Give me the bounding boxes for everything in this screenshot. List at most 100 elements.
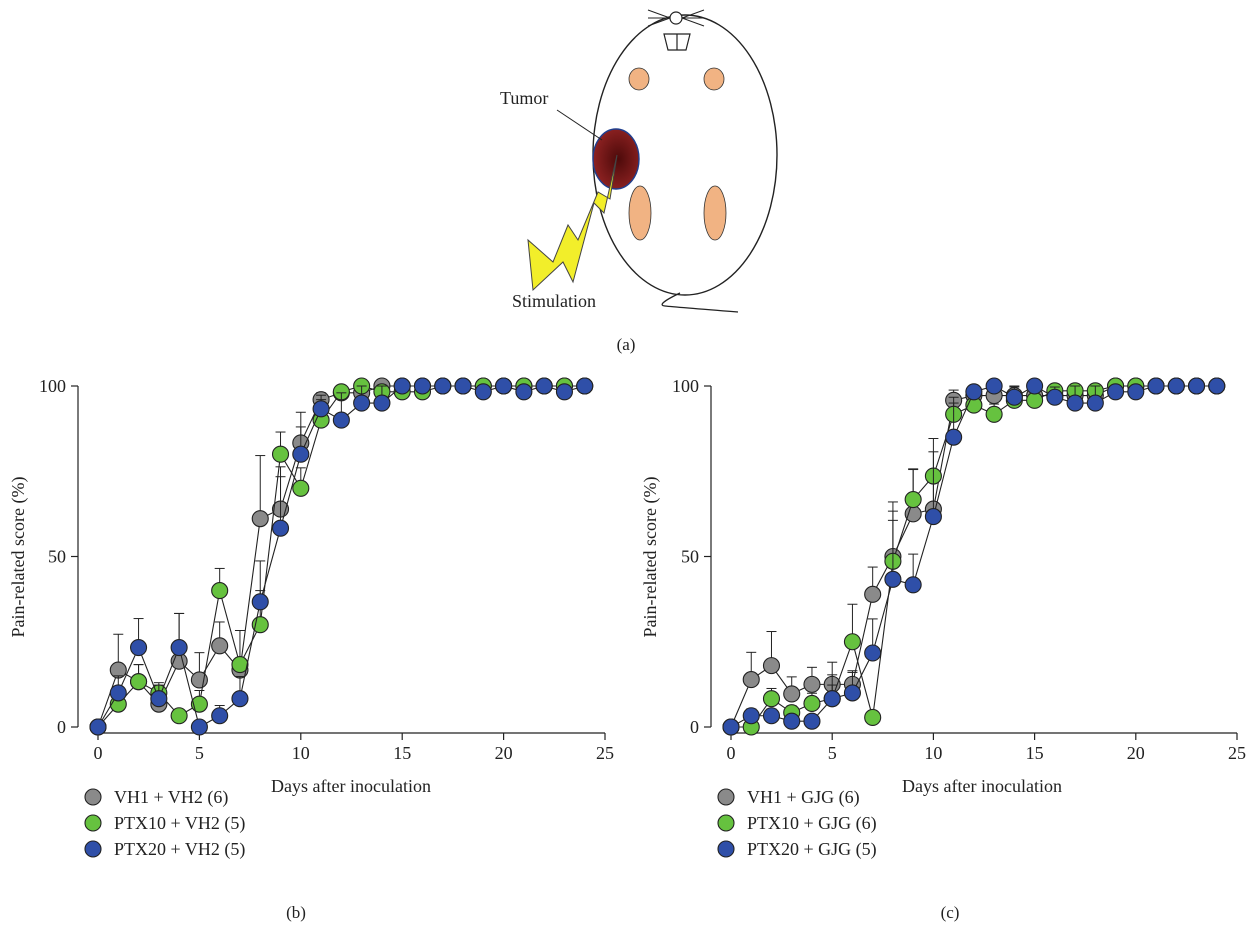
teeth xyxy=(663,33,691,51)
chart-c-data-point xyxy=(762,657,781,675)
hind-paw-right xyxy=(703,185,727,241)
chart-b-data-point xyxy=(190,695,208,713)
chart-c-data-point xyxy=(864,644,882,662)
chart-c-data-point xyxy=(1208,377,1226,395)
chart-b-data-point xyxy=(555,383,573,401)
chart-b-x-tick-label: 15 xyxy=(393,743,411,763)
chart-c-marks xyxy=(722,377,1226,736)
chart-c-data-point xyxy=(843,633,861,651)
chart-b-panel-label: (b) xyxy=(286,903,306,922)
chart-b-data-point xyxy=(515,383,533,401)
chart-b-data-point xyxy=(89,718,107,736)
chart-b-data-point xyxy=(413,377,432,395)
chart-c-data-point xyxy=(1127,383,1145,401)
chart-c-data-point xyxy=(762,690,781,708)
chart-c-data-point xyxy=(1147,377,1165,395)
chart-c-data-point xyxy=(762,707,781,725)
chart-c-data-point xyxy=(803,694,821,713)
chart-b-data-point xyxy=(393,377,411,395)
chart-c-data-point xyxy=(803,712,821,730)
chart-c-axes: 0 5 10 15 20 25 0 50 100 xyxy=(672,376,1246,763)
chart-b-series-line xyxy=(97,385,585,728)
chart-b-legend-label: PTX10 + VH2 (5) xyxy=(114,813,245,834)
chart-c-y-tick-label: 100 xyxy=(672,376,699,396)
chart-c-series-line xyxy=(731,385,1217,728)
chart-c-series-line xyxy=(730,385,1217,728)
chart-c-data-point xyxy=(965,383,983,401)
chart-c-data-point xyxy=(884,570,902,588)
chart-b-x-tick-label: 25 xyxy=(596,743,614,763)
chart-b-data-point xyxy=(251,593,269,611)
chart-c-x-tick-label: 10 xyxy=(924,743,942,763)
chart-c-data-point xyxy=(1107,383,1125,401)
chart-b-x-tick-label: 0 xyxy=(94,743,103,763)
chart-b-data-point xyxy=(211,637,229,655)
chart-c-data-point xyxy=(823,690,841,708)
chart-c-data-point xyxy=(1026,391,1044,409)
chart-b-xlabel: Days after inoculation xyxy=(271,776,431,796)
chart-b-data-point xyxy=(495,377,513,395)
chart-c-data-point xyxy=(904,505,922,523)
chart-c-series-2 xyxy=(722,377,1226,736)
chart-c-series-line xyxy=(730,385,1217,728)
chart-c-data-point xyxy=(864,708,882,727)
chart-c-x-tick-label: 5 xyxy=(828,743,837,763)
hind-paw-left xyxy=(628,185,652,241)
chart-c-data-point xyxy=(1187,377,1206,395)
front-paw-right xyxy=(703,67,725,91)
chart-c-data-point xyxy=(1046,388,1064,406)
chart-b-data-point xyxy=(130,673,148,691)
chart-c-x-tick-label: 0 xyxy=(727,743,736,763)
chart-c-data-point xyxy=(1005,388,1023,406)
chart-c-series-1 xyxy=(722,377,1226,736)
chart-b-legend-label: PTX20 + VH2 (5) xyxy=(114,839,245,860)
chart-c-data-point xyxy=(803,675,821,693)
chart-c-ylabel: Pain-related score (%) xyxy=(640,477,661,638)
chart-b-data-point xyxy=(190,718,208,736)
chart-b-legend-label: VH1 + VH2 (6) xyxy=(114,787,228,808)
chart-c-legend-marker xyxy=(717,814,735,832)
chart-b-series-line xyxy=(97,385,585,728)
stimulation-label: Stimulation xyxy=(512,291,596,311)
chart-b-data-point xyxy=(292,445,310,463)
chart-c-panel-label: (c) xyxy=(941,903,960,922)
chart-c-series-0 xyxy=(722,377,1226,736)
chart-c-legend-marker xyxy=(717,840,735,858)
chart-b-data-point xyxy=(150,690,168,708)
chart-c-data-point xyxy=(783,712,801,730)
chart-c-legend-marker xyxy=(717,788,735,806)
mouse-diagram: Tumor Stimulation (a) xyxy=(500,9,778,354)
chart-b-legend-marker xyxy=(84,840,102,858)
chart-c-data-point xyxy=(924,508,942,526)
chart-b-data-point xyxy=(271,519,290,537)
chart-b-data-point xyxy=(211,707,229,725)
chart-b-data-point xyxy=(211,582,229,600)
chart-c-data-point xyxy=(1167,377,1185,395)
chart-b-axes: 0 5 10 15 20 25 0 50 100 xyxy=(39,376,614,763)
chart-c-data-point xyxy=(742,707,760,725)
chart-b-series-line xyxy=(97,385,585,728)
lightning-bolt-icon xyxy=(527,154,618,292)
chart-c-legend-label: PTX10 + GJG (6) xyxy=(747,813,877,834)
chart-c-data-point xyxy=(904,576,922,594)
chart-c-data-point xyxy=(742,671,760,689)
chart-b-x-tick-label: 10 xyxy=(292,743,310,763)
chart-c-data-point xyxy=(1086,394,1104,412)
chart-b-legend-marker xyxy=(84,788,102,806)
mouse-tail xyxy=(661,292,739,313)
chart-c-data-point xyxy=(904,491,922,509)
chart-b-data-point xyxy=(373,394,391,412)
chart-c-legend-label: VH1 + GJG (6) xyxy=(747,787,860,808)
chart-b-marks xyxy=(89,377,594,736)
chart-b-data-point xyxy=(332,411,350,429)
chart-c-legend-label: PTX20 + GJG (5) xyxy=(747,839,877,860)
chart-b-data-point xyxy=(170,638,188,657)
chart-c-data-point xyxy=(985,405,1003,423)
chart-b-data-point xyxy=(353,394,371,412)
chart-b-x-tick-label: 5 xyxy=(195,743,204,763)
chart-b-data-point xyxy=(292,479,310,497)
chart-b-data-point xyxy=(231,690,249,708)
tumor-pointer-line xyxy=(556,109,603,141)
